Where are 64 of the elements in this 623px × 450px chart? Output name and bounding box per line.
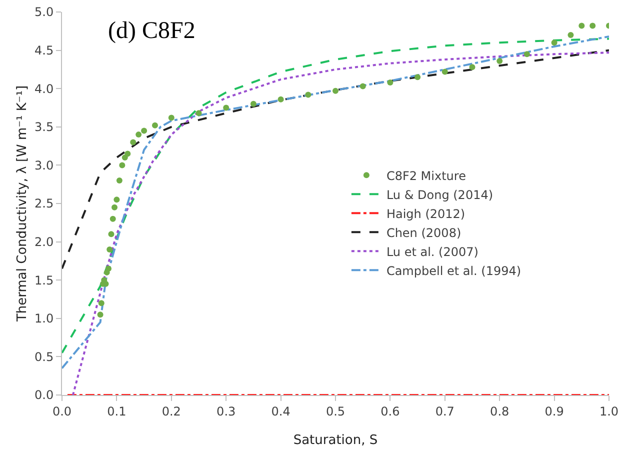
point — [223, 104, 230, 111]
point — [551, 40, 558, 46]
x-tick-label: 0.9 — [544, 404, 564, 418]
y-tick-label: 3.5 — [34, 120, 54, 134]
point — [414, 74, 421, 80]
x-tick-label: 1.0 — [599, 404, 619, 418]
legend-label: C8F2 Mixture — [386, 168, 466, 183]
y-tick-label: 5.0 — [34, 5, 54, 20]
point — [442, 68, 448, 75]
legend-label: Lu et al. (2007) — [386, 244, 478, 259]
x-tick-label: 0.6 — [380, 404, 400, 418]
point — [110, 216, 116, 222]
x-tick-label: 0.1 — [107, 404, 126, 418]
point — [106, 266, 112, 272]
point — [112, 204, 118, 210]
y-tick-label: 1.5 — [34, 273, 54, 288]
y-tick-label: 3.0 — [34, 158, 54, 172]
point — [136, 132, 142, 138]
point — [97, 312, 104, 318]
x-tick-label: 0.5 — [326, 404, 346, 418]
point — [305, 92, 312, 98]
y-tick-label: 0.5 — [34, 350, 54, 364]
point — [124, 150, 131, 157]
y-tick-label: 0.0 — [34, 388, 54, 402]
point — [116, 178, 122, 184]
y-tick-label: 2.0 — [34, 235, 54, 249]
legend-label: Lu & Dong (2014) — [386, 188, 494, 202]
point — [469, 64, 476, 70]
point — [119, 162, 126, 168]
x-tick-label: 0.4 — [271, 404, 290, 418]
point — [106, 246, 113, 252]
point — [360, 83, 366, 90]
legend-label: Chen (2008) — [386, 226, 462, 240]
x-tick-label: 0.3 — [216, 404, 236, 418]
y-tick-label: 4.0 — [34, 82, 54, 96]
legend-label: Haigh (2012) — [386, 206, 466, 221]
point — [98, 300, 104, 306]
point — [141, 128, 148, 134]
point — [250, 100, 256, 107]
point — [578, 22, 585, 29]
x-tick-label: 0.2 — [162, 404, 181, 418]
x-tick-label: 0.7 — [435, 404, 454, 418]
point — [196, 110, 202, 116]
point — [387, 79, 394, 86]
point — [568, 32, 574, 38]
point — [114, 196, 120, 203]
x-axis-title: Saturation, S — [293, 433, 378, 448]
legend-label: Campbell et al. (1994) — [386, 264, 522, 278]
point — [496, 58, 503, 64]
point — [278, 96, 284, 102]
point — [130, 139, 136, 146]
point — [108, 231, 114, 238]
point — [168, 114, 174, 121]
x-tick-label: 0.0 — [52, 404, 72, 418]
y-axis-title: Thermal Conductivity, λ [W m⁻¹ K⁻¹] — [15, 85, 30, 323]
point — [590, 22, 596, 29]
y-tick-label: 2.5 — [34, 196, 54, 211]
chart-title: (d) C8F2 — [108, 18, 196, 44]
point — [524, 51, 530, 58]
y-tick-label: 4.5 — [34, 44, 54, 58]
y-tick-label: 1.0 — [34, 312, 54, 326]
point — [332, 88, 338, 94]
point — [152, 122, 158, 128]
x-tick-label: 0.8 — [490, 404, 510, 418]
